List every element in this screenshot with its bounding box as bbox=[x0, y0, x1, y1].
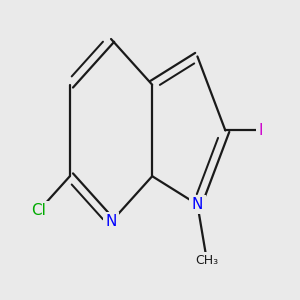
Text: N: N bbox=[192, 197, 203, 212]
Text: I: I bbox=[259, 123, 263, 138]
Text: CH₃: CH₃ bbox=[195, 254, 218, 268]
Text: Cl: Cl bbox=[32, 203, 46, 218]
Text: N: N bbox=[105, 214, 117, 230]
